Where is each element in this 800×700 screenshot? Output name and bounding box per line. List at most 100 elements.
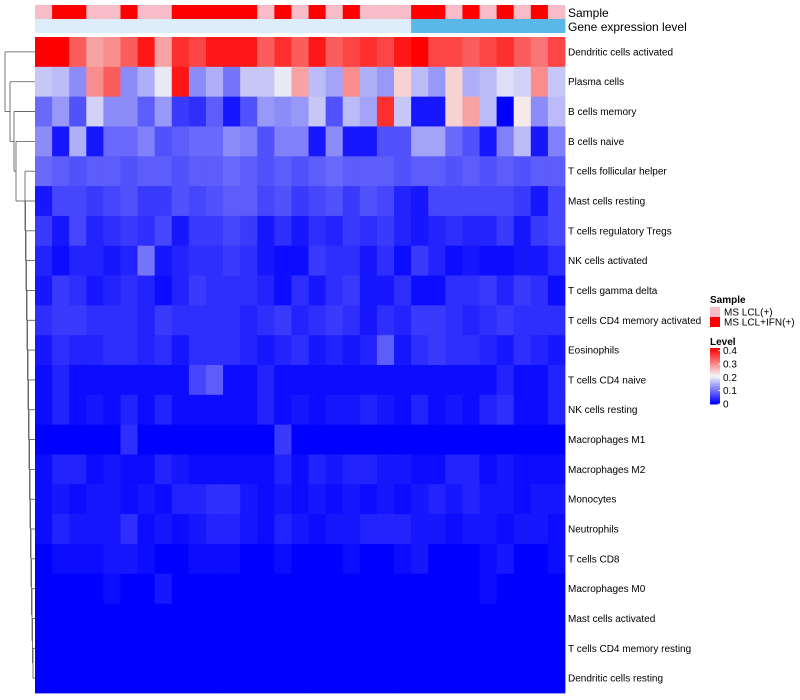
heatmap-cell bbox=[513, 37, 532, 68]
heatmap-cell bbox=[257, 573, 275, 604]
heatmap-cell bbox=[35, 633, 53, 664]
heatmap-cell bbox=[223, 514, 241, 545]
heatmap-cell bbox=[308, 633, 327, 664]
heatmap-cell bbox=[325, 275, 344, 306]
heatmap-cell bbox=[428, 365, 446, 396]
heatmap-cell bbox=[547, 543, 566, 575]
level-colorbar-segment bbox=[710, 390, 720, 392]
heatmap-cell bbox=[120, 96, 138, 127]
heatmap-cell bbox=[205, 573, 224, 604]
heatmap-cell bbox=[188, 484, 207, 515]
annotation-gene-expression-level-cell bbox=[205, 19, 224, 33]
annotation-sample-cell bbox=[137, 5, 156, 19]
heatmap-cell bbox=[479, 37, 498, 68]
heatmap-cell bbox=[103, 603, 121, 634]
heatmap-cell bbox=[394, 543, 412, 575]
heatmap-cell bbox=[69, 484, 87, 515]
heatmap-cell bbox=[376, 335, 395, 366]
heatmap-cell bbox=[52, 215, 70, 247]
heatmap-cell bbox=[445, 96, 463, 127]
annotation-gene-expression-level-cell bbox=[103, 19, 121, 33]
heatmap-cell bbox=[342, 365, 361, 396]
heatmap-cell bbox=[325, 454, 344, 485]
heatmap-cell bbox=[445, 305, 463, 336]
legend-entry-label: MS LCL(+) bbox=[724, 308, 773, 319]
heatmap-cell bbox=[411, 156, 429, 187]
heatmap-cell bbox=[291, 215, 309, 247]
heatmap-cell bbox=[120, 126, 138, 157]
annotation-sample-cell bbox=[342, 5, 361, 19]
heatmap-cell bbox=[103, 156, 121, 187]
heatmap-cell bbox=[445, 633, 463, 664]
heatmap-cell bbox=[171, 365, 190, 396]
annotation-sample-cell bbox=[325, 5, 344, 19]
row-label: T cells CD8 bbox=[568, 554, 620, 565]
heatmap-cell bbox=[154, 454, 173, 485]
heatmap-cell bbox=[325, 37, 344, 68]
heatmap-cell bbox=[394, 245, 412, 276]
level-colorbar-segment bbox=[710, 349, 720, 352]
heatmap-cell bbox=[342, 484, 361, 515]
heatmap-cell bbox=[154, 663, 173, 694]
heatmap-cell bbox=[394, 424, 412, 455]
heatmap-cell bbox=[86, 424, 104, 455]
heatmap-cell bbox=[547, 245, 566, 276]
heatmap-cell bbox=[86, 633, 104, 664]
level-colorbar-segment bbox=[710, 394, 720, 397]
heatmap-cell bbox=[52, 66, 70, 98]
annotation-sample-cell bbox=[223, 5, 241, 19]
heatmap-cell bbox=[376, 394, 395, 426]
annotation-gene-expression-level-cell bbox=[274, 19, 292, 33]
level-colorbar-segment bbox=[710, 362, 720, 364]
row-label: Macrophages M2 bbox=[568, 465, 646, 476]
heatmap-cell bbox=[325, 543, 344, 575]
heatmap-cell bbox=[223, 335, 241, 366]
heatmap-cell bbox=[394, 514, 412, 545]
level-colorbar-segment bbox=[710, 370, 720, 373]
heatmap-cell bbox=[513, 424, 532, 455]
annotation-gene-expression-level-cell bbox=[69, 19, 87, 33]
heatmap-cell bbox=[462, 335, 480, 366]
heatmap-cell bbox=[69, 365, 87, 396]
heatmap-cell bbox=[394, 96, 412, 127]
heatmap-cell bbox=[240, 424, 258, 455]
heatmap-cell bbox=[171, 514, 190, 545]
heatmap-cell bbox=[394, 305, 412, 336]
heatmap-cell bbox=[462, 603, 480, 634]
heatmap-cell bbox=[445, 245, 463, 276]
heatmap-cell bbox=[462, 126, 480, 157]
annotation-gene-expression-level-cell bbox=[428, 19, 446, 33]
heatmap-cell bbox=[530, 424, 549, 455]
heatmap-cell bbox=[325, 663, 344, 694]
heatmap-cell bbox=[411, 186, 429, 217]
heatmap-cell bbox=[513, 394, 532, 426]
heatmap-cell bbox=[342, 156, 361, 187]
heatmap-cell bbox=[257, 305, 275, 336]
heatmap-cell bbox=[86, 394, 104, 426]
heatmap-cell bbox=[52, 663, 70, 694]
heatmap-cell bbox=[257, 454, 275, 485]
heatmap-cell bbox=[342, 275, 361, 306]
heatmap-cell bbox=[394, 394, 412, 426]
heatmap-cell bbox=[496, 305, 515, 336]
heatmap-cell bbox=[223, 126, 241, 157]
heatmap-cell bbox=[547, 424, 566, 455]
heatmap-cell bbox=[103, 335, 121, 366]
heatmap-cell bbox=[530, 186, 549, 217]
heatmap-cell bbox=[308, 484, 327, 515]
annotation-gene-expression-level-cell bbox=[513, 19, 532, 33]
level-tick-label: 0.2 bbox=[723, 373, 737, 384]
heatmap-cell bbox=[325, 484, 344, 515]
heatmap-cell bbox=[120, 335, 138, 366]
heatmap-cell bbox=[325, 633, 344, 664]
heatmap-cell bbox=[69, 66, 87, 98]
heatmap-cell bbox=[35, 454, 53, 485]
heatmap-cell bbox=[240, 543, 258, 575]
heatmap-cell bbox=[479, 245, 498, 276]
legend-entry-label: MS LCL+IFN(+) bbox=[724, 318, 795, 329]
heatmap-cell bbox=[52, 514, 70, 545]
heatmap-cell bbox=[240, 275, 258, 306]
heatmap-cell bbox=[359, 96, 378, 127]
heatmap-cell bbox=[171, 454, 190, 485]
heatmap-cell bbox=[445, 37, 463, 68]
